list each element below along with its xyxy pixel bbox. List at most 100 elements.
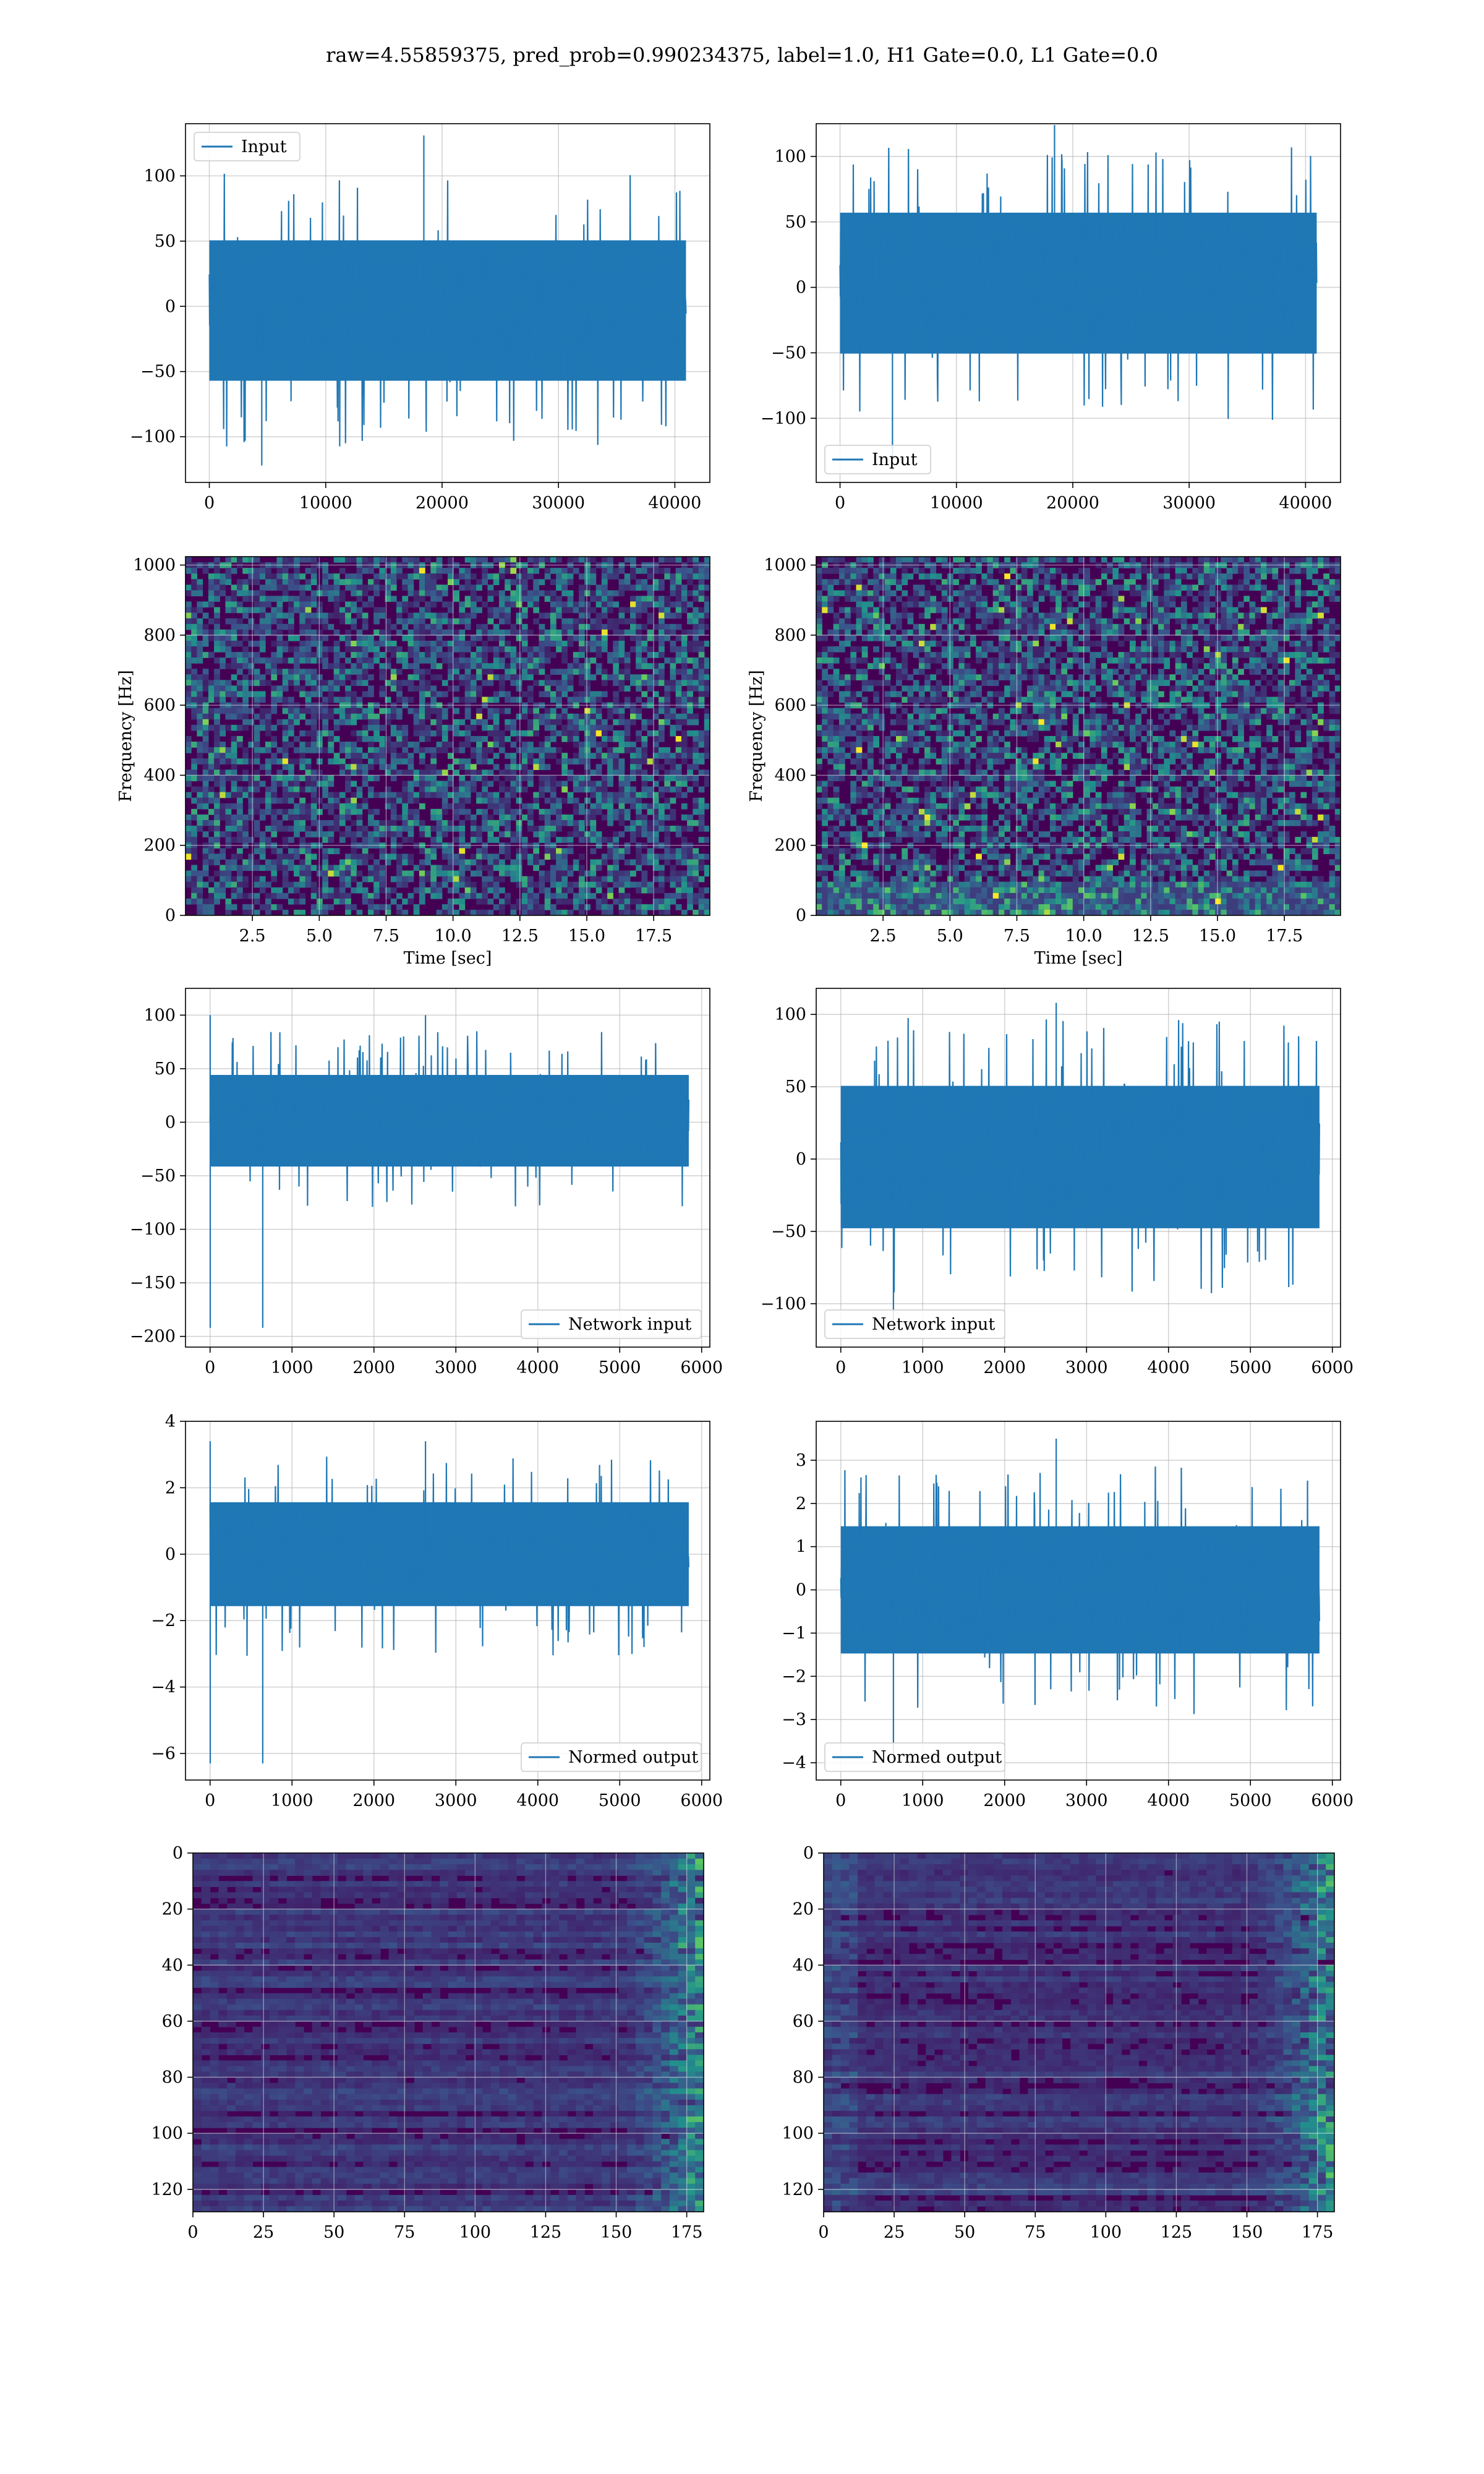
- heatmap-cell: [613, 691, 620, 698]
- heatmap-cell: [231, 758, 237, 764]
- heatmap-cell: [573, 775, 579, 782]
- heatmap-cell: [305, 848, 312, 854]
- heatmap-cell: [601, 837, 608, 843]
- heatmap-cell: [225, 753, 232, 759]
- heatmap-cell: [288, 584, 294, 591]
- heatmap-cell: [407, 652, 414, 658]
- heatmap-cell: [664, 904, 671, 910]
- heatmap-cell: [476, 736, 482, 742]
- heatmap-cell: [704, 742, 710, 748]
- heatmap-cell: [1198, 590, 1205, 597]
- heatmap-cell: [561, 640, 568, 647]
- heatmap-cell: [590, 557, 597, 563]
- heatmap-cell: [1072, 590, 1079, 597]
- heatmap-cell: [907, 573, 914, 580]
- heatmap-cell: [351, 742, 357, 748]
- heatmap-cell: [618, 612, 625, 619]
- heatmap-cell: [584, 646, 591, 653]
- heatmap-cell: [254, 590, 260, 597]
- heatmap-cell: [698, 596, 705, 602]
- heatmap-cell: [833, 562, 840, 568]
- heatmap-cell: [333, 646, 340, 653]
- heatmap-cell: [202, 842, 209, 849]
- heatmap-cell: [607, 892, 613, 899]
- heatmap-cell: [664, 826, 671, 832]
- heatmap-cell: [476, 579, 482, 585]
- heatmap-cell: [385, 904, 391, 910]
- heatmap-cell: [254, 736, 260, 742]
- heatmap-cell: [590, 568, 597, 574]
- heatmap-cell: [317, 742, 323, 748]
- heatmap-cell: [453, 792, 459, 798]
- heatmap-cell: [641, 601, 648, 608]
- heatmap-cell: [1306, 618, 1313, 625]
- heatmap-cell: [1180, 596, 1187, 602]
- heatmap-cell: [379, 669, 386, 675]
- heatmap-cell: [1107, 635, 1113, 641]
- heatmap-cell: [441, 640, 448, 647]
- heatmap-cell: [976, 596, 982, 602]
- heatmap-cell: [1243, 623, 1250, 630]
- heatmap-cell: [356, 854, 363, 860]
- heatmap-cell: [214, 831, 220, 837]
- heatmap-cell: [624, 719, 631, 726]
- heatmap-cell: [579, 640, 585, 647]
- heatmap-cell: [618, 669, 625, 675]
- heatmap-cell: [487, 663, 494, 669]
- heatmap-cell: [590, 573, 597, 580]
- heatmap-cell: [186, 640, 192, 647]
- heatmap-cell: [299, 881, 306, 888]
- heatmap-cell: [618, 685, 625, 692]
- heatmap-cell: [527, 876, 534, 883]
- heatmap-cell: [556, 713, 562, 720]
- heatmap-cell: [396, 742, 403, 748]
- heatmap-cell: [282, 758, 289, 764]
- heatmap-cell: [402, 573, 409, 580]
- heatmap-cell: [390, 797, 397, 804]
- heatmap-cell: [373, 792, 380, 798]
- heatmap-cell: [407, 769, 414, 776]
- heatmap-cell: [396, 797, 403, 804]
- heatmap-cell: [687, 826, 693, 832]
- heatmap-cell: [1124, 618, 1130, 625]
- heatmap-cell: [647, 573, 654, 580]
- heatmap-cell: [879, 601, 885, 608]
- heatmap-cell: [368, 909, 374, 915]
- heatmap-cell: [1107, 562, 1113, 568]
- heatmap-cell: [539, 837, 545, 843]
- heatmap-cell: [379, 612, 386, 619]
- heatmap-cell: [521, 876, 528, 883]
- heatmap-cell: [561, 781, 568, 787]
- heatmap-cell: [595, 769, 602, 776]
- heatmap-cell: [550, 618, 556, 625]
- heatmap-cell: [1027, 629, 1033, 636]
- heatmap-cell: [425, 876, 431, 883]
- heatmap-cell: [441, 842, 448, 849]
- heatmap-cell: [208, 775, 215, 782]
- heatmap-cell: [675, 854, 682, 860]
- heatmap-cell: [521, 764, 528, 770]
- heatmap-cell: [499, 601, 505, 608]
- heatmap-cell: [328, 887, 335, 894]
- heatmap-cell: [567, 887, 574, 894]
- heatmap-cell: [214, 618, 220, 625]
- heatmap-cell: [1329, 579, 1336, 585]
- heatmap-cell: [687, 887, 693, 894]
- heatmap-cell: [1283, 612, 1290, 619]
- heatmap-cell: [630, 629, 636, 636]
- heatmap-cell: [544, 646, 551, 653]
- heatmap-cell: [1295, 568, 1302, 574]
- heatmap-cell: [590, 808, 597, 815]
- heatmap-cell: [704, 724, 710, 731]
- heatmap-cell: [305, 680, 312, 687]
- heatmap-cell: [476, 669, 482, 675]
- heatmap-cell: [317, 708, 323, 714]
- heatmap-cell: [186, 848, 192, 854]
- heatmap-cell: [265, 629, 271, 636]
- heatmap-cell: [356, 859, 363, 866]
- heatmap-cell: [499, 808, 505, 815]
- heatmap-cell: [1061, 596, 1068, 602]
- heatmap-cell: [436, 573, 443, 580]
- heatmap-cell: [527, 657, 534, 664]
- heatmap-cell: [1198, 579, 1205, 585]
